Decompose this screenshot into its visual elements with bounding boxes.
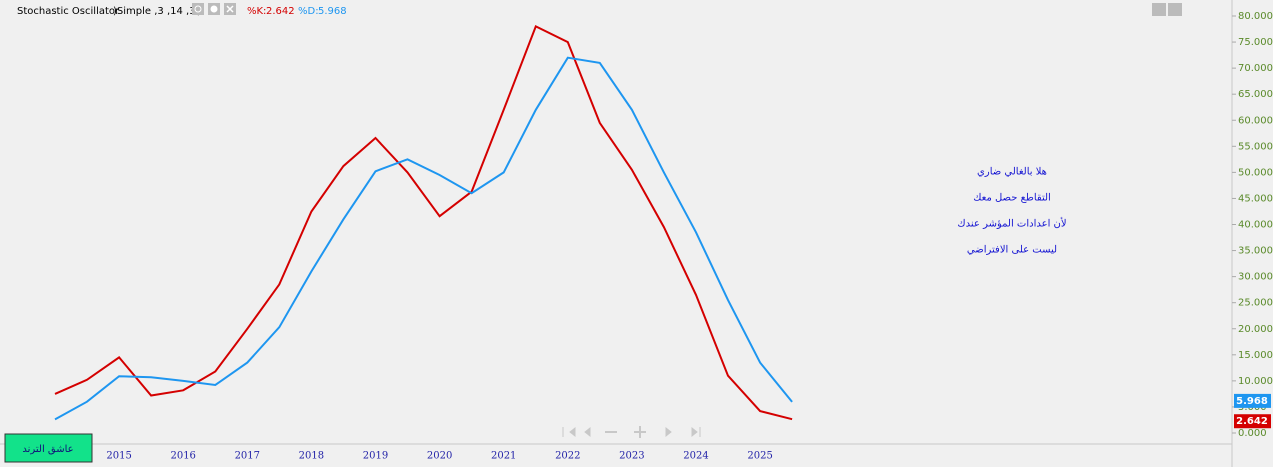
x-tick-label: 2019 <box>363 451 388 462</box>
line-0 <box>54 25 793 421</box>
k-legend: %K: <box>247 6 266 17</box>
y-tick-label: 65.000 <box>1238 89 1273 100</box>
d-value: 5.968 <box>318 6 347 17</box>
x-tick-label: 2022 <box>555 451 580 462</box>
nav-last[interactable] <box>691 426 701 438</box>
y-tick-label: 40.000 <box>1238 220 1273 231</box>
y-tick-label: 55.000 <box>1238 141 1273 152</box>
y-tick-label: 50.000 <box>1238 167 1273 178</box>
header-icons[interactable] <box>192 3 236 15</box>
badge-box <box>4 433 93 463</box>
minimize-button[interactable] <box>1152 3 1166 16</box>
y-tick-label: 75.000 <box>1238 37 1273 48</box>
x-tick-label: 2017 <box>235 451 260 462</box>
x-tick-label: 2018 <box>299 451 324 462</box>
more-button[interactable] <box>1168 3 1182 16</box>
eye-icon[interactable] <box>192 3 204 15</box>
y-tick-label: 15.000 <box>1238 350 1273 361</box>
x-tick-label: 2020 <box>427 451 452 462</box>
x-tick-label: 2016 <box>170 451 195 462</box>
y-tick-label: 20.000 <box>1238 324 1273 335</box>
annotation: التقاطع حصل معك <box>973 193 1051 204</box>
y-tick-label: 60.000 <box>1238 115 1273 126</box>
y-tick-label: 30.000 <box>1238 272 1273 283</box>
eye-icon-glyph <box>194 5 202 13</box>
d-legend: %D: <box>298 6 319 17</box>
last-value-label: 2.642 <box>1236 416 1268 427</box>
annotation: لأن اعدادات المؤشر عندك <box>957 218 1066 230</box>
k-value: 2.642 <box>266 6 295 17</box>
subtitle: )Simple ,3 ,14 ,3( <box>113 6 200 17</box>
last-value-box <box>1234 414 1271 429</box>
x-tick-label: 2024 <box>683 451 708 462</box>
x-tick-label: 2025 <box>747 451 772 462</box>
nav-first[interactable] <box>562 426 576 438</box>
close-glyph <box>226 5 234 13</box>
annotation: هلا بالغالي ضاري <box>977 167 1047 178</box>
nav-zoom-in[interactable] <box>634 426 646 438</box>
x-tick-label: 2021 <box>491 451 516 462</box>
nav-back[interactable] <box>584 426 591 438</box>
window-buttons[interactable] <box>1152 3 1182 16</box>
y-tick-label: 0.000 <box>1238 428 1267 439</box>
annotation: ليست على الافتراضي <box>967 245 1057 256</box>
settings-glyph <box>210 5 218 13</box>
x-tick-label: 2023 <box>619 451 644 462</box>
nav-controls[interactable] <box>562 426 701 438</box>
line-1 <box>54 56 793 421</box>
y-tick-label: 10.000 <box>1238 376 1273 387</box>
y-tick-label: 70.000 <box>1238 63 1273 74</box>
nav-forward[interactable] <box>665 426 672 438</box>
last-value-box <box>1234 393 1271 408</box>
y-tick-label: 45.000 <box>1238 193 1273 204</box>
y-tick-label: 35.000 <box>1238 246 1273 257</box>
badge-text: عاشق الترند <box>22 444 73 455</box>
last-value-label: 5.968 <box>1236 396 1268 407</box>
y-tick-label: 80.000 <box>1238 11 1273 22</box>
x-tick-label: 2015 <box>106 451 131 462</box>
chart-title: Stochastic Oscillator <box>17 6 120 17</box>
y-tick-label: 25.000 <box>1238 298 1273 309</box>
